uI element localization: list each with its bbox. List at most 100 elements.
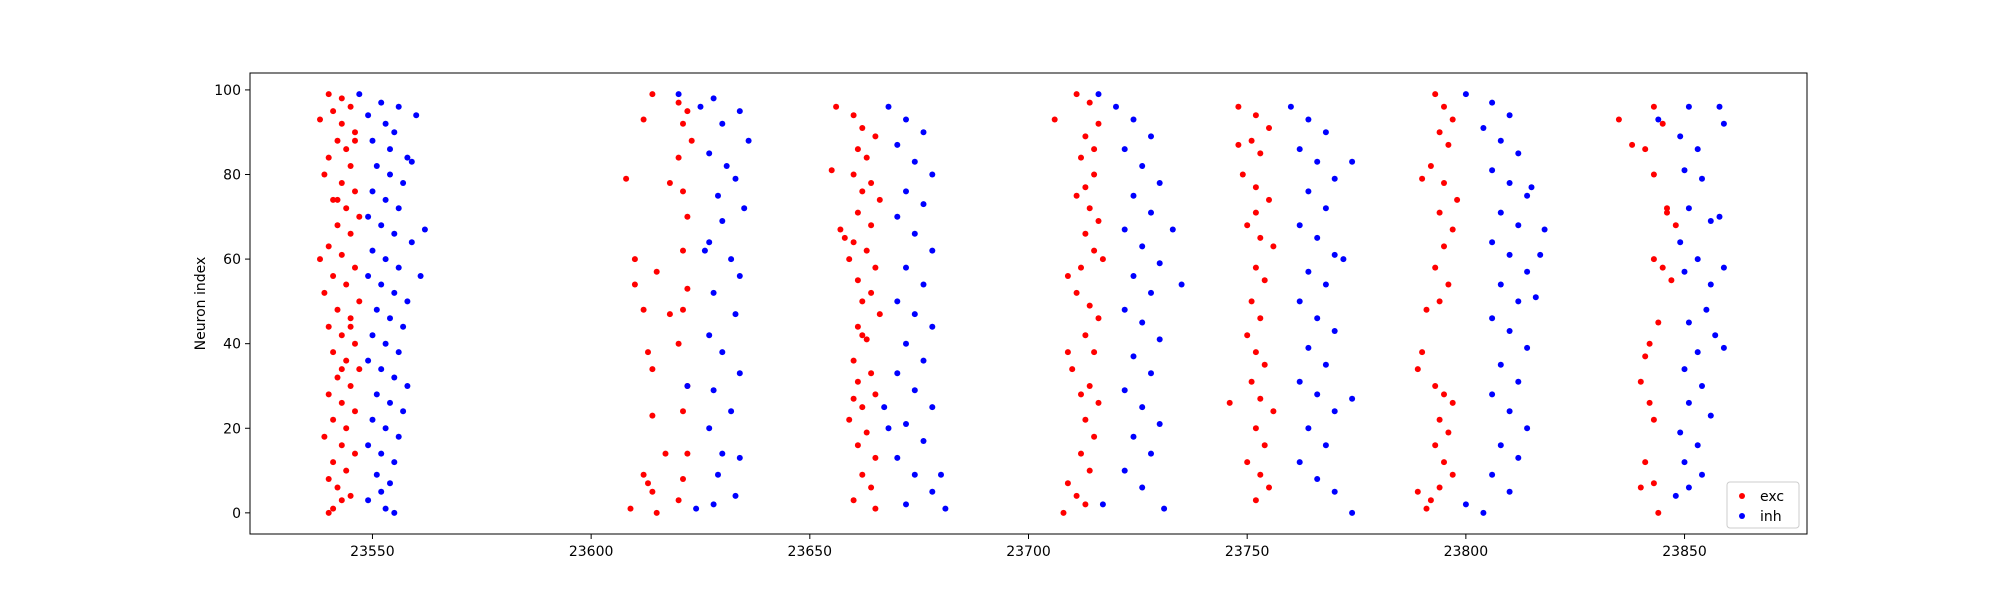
inh-spike-point — [391, 374, 398, 381]
exc-spike-point — [1257, 471, 1264, 478]
inh-spike-point — [373, 391, 380, 398]
inh-spike-point — [719, 120, 726, 127]
inh-spike-point — [736, 273, 743, 279]
inh-spike-point — [391, 129, 398, 136]
inh-spike-point — [741, 205, 748, 212]
inh-spike-point — [365, 357, 372, 364]
exc-spike-point — [334, 374, 341, 381]
inh-spike-point — [404, 298, 411, 305]
inh-spike-point — [1497, 361, 1504, 368]
inh-spike-point — [723, 163, 730, 169]
inh-spike-point — [387, 480, 393, 487]
exc-spike-point — [1082, 230, 1089, 237]
exc-spike-point — [1248, 378, 1255, 385]
inh-spike-point — [1148, 370, 1154, 377]
exc-spike-point — [1261, 361, 1268, 368]
inh-spike-point — [1716, 213, 1723, 220]
inh-spike-point — [1322, 205, 1329, 212]
inh-spike-point — [911, 311, 918, 318]
exc-spike-point — [841, 234, 848, 241]
exc-spike-point — [1086, 99, 1093, 106]
exc-spike-point — [1252, 425, 1259, 432]
exc-spike-point — [1436, 298, 1443, 305]
exc-spike-point — [1078, 450, 1084, 457]
exc-spike-point — [872, 133, 879, 140]
inh-spike-point — [365, 273, 372, 279]
exc-spike-point — [330, 108, 337, 115]
inh-spike-point — [1130, 116, 1137, 123]
exc-spike-point — [1099, 256, 1106, 263]
inh-spike-point — [706, 332, 713, 339]
exc-spike-point — [330, 196, 337, 203]
exc-spike-point — [1064, 273, 1071, 279]
inh-spike-point — [929, 171, 936, 178]
exc-spike-point — [854, 277, 861, 284]
inh-spike-point — [1489, 315, 1496, 322]
x-tick-label: 23850 — [1662, 544, 1707, 560]
inh-spike-point — [1497, 281, 1504, 288]
inh-spike-point — [929, 247, 936, 254]
inh-spike-point — [1524, 344, 1531, 351]
exc-spike-point — [675, 340, 682, 347]
exc-spike-point — [1659, 264, 1666, 271]
inh-spike-point — [885, 103, 892, 110]
exc-spike-point — [631, 256, 638, 263]
inh-spike-point — [382, 505, 389, 512]
exc-spike-point — [1091, 433, 1098, 440]
inh-spike-point — [369, 332, 376, 339]
exc-spike-point — [850, 239, 857, 246]
exc-spike-point — [1449, 116, 1456, 123]
inh-spike-point — [391, 289, 398, 296]
inh-spike-point — [728, 256, 735, 263]
exc-spike-point — [338, 366, 345, 373]
inh-spike-point — [1462, 501, 1469, 508]
exc-spike-point — [1091, 247, 1098, 254]
inh-spike-point — [1480, 125, 1487, 131]
inh-spike-point — [369, 137, 376, 144]
exc-spike-point — [338, 180, 345, 186]
exc-spike-point — [347, 103, 354, 110]
inh-spike-point — [903, 340, 909, 347]
inh-spike-point — [1681, 366, 1688, 373]
inh-spike-point — [1681, 268, 1688, 275]
exc-spike-point — [1650, 480, 1657, 487]
exc-spike-point — [1252, 497, 1259, 504]
inh-spike-point — [911, 230, 918, 237]
exc-spike-point — [343, 205, 350, 212]
x-axis: 23550 23600 23650 23700 23750 23800 23850 — [350, 534, 1707, 560]
exc-spike-point — [1659, 120, 1666, 127]
exc-spike-point — [1235, 141, 1242, 148]
exc-spike-point — [1257, 395, 1264, 402]
inh-spike-point — [1305, 116, 1312, 123]
exc-spike-point — [1252, 112, 1259, 119]
exc-spike-point — [321, 433, 328, 440]
inh-spike-point — [400, 323, 407, 330]
exc-spike-point — [1252, 209, 1259, 216]
exc-spike-point — [666, 311, 673, 318]
inh-spike-point — [1121, 387, 1128, 394]
inh-spike-point — [1703, 306, 1710, 313]
exc-spike-point — [1668, 277, 1675, 284]
exc-spike-point — [1655, 509, 1662, 516]
inh-spike-point — [1314, 391, 1321, 398]
inh-spike-point — [369, 247, 376, 254]
exc-spike-point — [325, 509, 332, 516]
exc-spike-point — [1445, 141, 1452, 148]
exc-spike-point — [680, 306, 686, 313]
inh-spike-point — [1349, 158, 1356, 165]
exc-spike-point — [653, 509, 660, 516]
inh-spike-point — [710, 95, 717, 102]
exc-spike-point — [623, 175, 630, 182]
exc-spike-point — [334, 484, 341, 491]
exc-spike-point — [1441, 459, 1447, 466]
inh-spike-point — [1506, 180, 1513, 186]
inh-spike-point — [1497, 209, 1504, 216]
exc-spike-point — [1073, 91, 1080, 98]
exc-spike-point — [347, 230, 354, 237]
inh-spike-point — [1655, 116, 1662, 123]
exc-spike-point — [872, 391, 879, 398]
exc-spike-point — [1091, 349, 1098, 356]
inh-spike-point — [903, 188, 909, 195]
inh-spike-point — [1524, 425, 1531, 432]
exc-spike-point — [649, 366, 656, 373]
